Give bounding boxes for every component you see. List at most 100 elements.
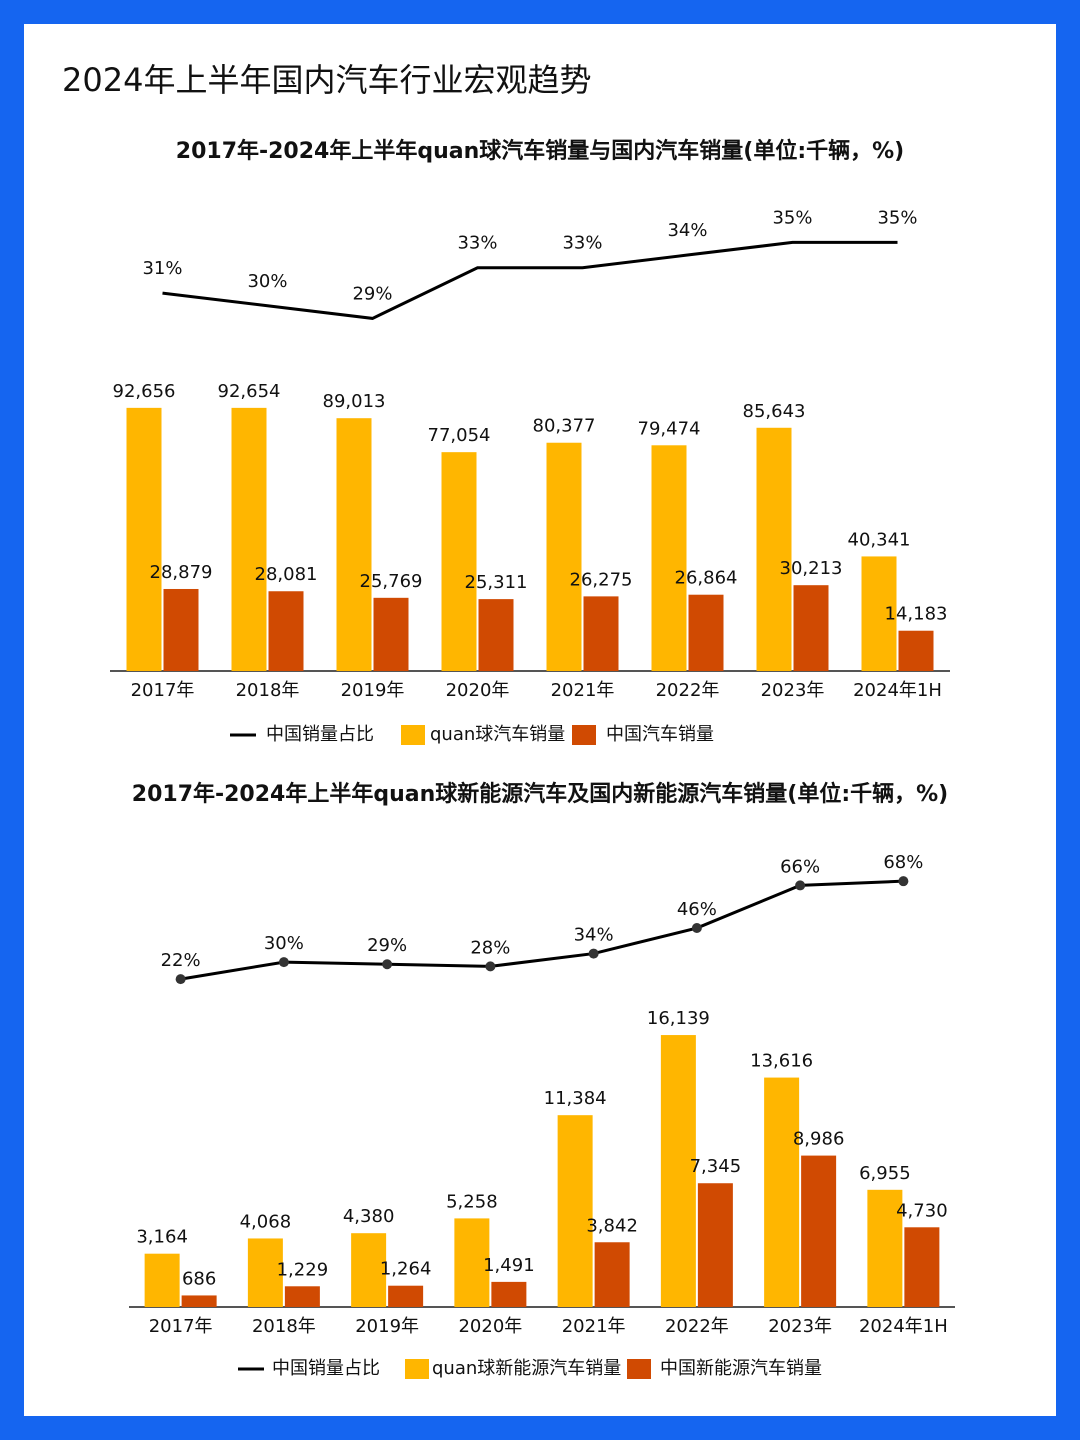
- line-label: 33%: [562, 233, 602, 254]
- x-tick-label: 2024年1H: [853, 680, 942, 701]
- legend-label: quan球新能源汽车销量: [432, 1358, 621, 1379]
- bar: [231, 407, 267, 671]
- legend-symbol: [627, 1359, 651, 1379]
- bar: [454, 1218, 490, 1307]
- value-label: 1,491: [483, 1255, 535, 1276]
- value-label: 79,474: [638, 418, 701, 439]
- page-title: 2024年上半年国内汽车行业宏观趋势: [62, 61, 591, 99]
- bar: [336, 418, 372, 671]
- value-label: 92,656: [113, 381, 176, 402]
- line-label: 29%: [367, 935, 407, 956]
- value-label: 25,311: [465, 572, 528, 593]
- line-label: 68%: [883, 852, 923, 873]
- bar: [660, 1035, 696, 1307]
- value-label: 85,643: [743, 401, 806, 422]
- x-tick-label: 2022年: [656, 680, 720, 701]
- value-label: 28,081: [255, 564, 318, 585]
- value-label: 26,864: [675, 568, 738, 589]
- bar: [351, 1233, 387, 1307]
- x-tick-label: 2024年1H: [859, 1316, 948, 1337]
- bar: [247, 1238, 283, 1307]
- bar: [126, 407, 162, 671]
- value-label: 1,229: [277, 1259, 329, 1280]
- line-label: 30%: [247, 271, 287, 292]
- bar: [181, 1295, 217, 1307]
- bar: [373, 597, 409, 671]
- legend-label: quan球汽车销量: [430, 724, 565, 745]
- value-label: 6,955: [859, 1163, 911, 1184]
- line-marker: [278, 957, 289, 968]
- bar: [284, 1286, 320, 1307]
- line-label: 35%: [772, 207, 812, 228]
- value-label: 30,213: [780, 558, 843, 579]
- bar: [583, 596, 619, 671]
- legend-label: 中国新能源汽车销量: [660, 1358, 822, 1379]
- legend-label: 中国销量占比: [272, 1358, 380, 1379]
- value-label: 3,164: [136, 1227, 188, 1248]
- bar: [801, 1155, 837, 1307]
- bar: [793, 585, 829, 671]
- value-label: 1,264: [380, 1259, 432, 1280]
- line: [180, 879, 904, 981]
- line-label: 34%: [574, 925, 614, 946]
- line-label: 33%: [457, 233, 497, 254]
- line-marker: [485, 961, 496, 972]
- x-tick-label: 2021年: [551, 680, 615, 701]
- legend-symbol: [405, 1359, 429, 1379]
- chart-title: 2017年-2024年上半年quan球新能源汽车及国内新能源汽车销量(单位:千辆…: [132, 781, 948, 807]
- line-marker: [175, 974, 186, 985]
- value-label: 13,616: [750, 1051, 813, 1072]
- line-label: 29%: [352, 283, 392, 304]
- bar: [764, 1077, 800, 1307]
- x-tick-label: 2018年: [252, 1316, 316, 1337]
- value-label: 77,054: [428, 425, 491, 446]
- x-tick-label: 2020年: [458, 1316, 522, 1337]
- value-label: 4,730: [896, 1200, 948, 1221]
- bar: [688, 594, 724, 671]
- x-tick-label: 2021年: [562, 1316, 626, 1337]
- value-label: 11,384: [544, 1088, 607, 1109]
- x-tick-label: 2017年: [131, 680, 195, 701]
- bar: [163, 588, 199, 671]
- value-label: 686: [182, 1268, 216, 1289]
- line-label: 31%: [142, 258, 182, 279]
- value-label: 8,986: [793, 1129, 845, 1150]
- value-label: 40,341: [848, 529, 911, 550]
- value-label: 4,068: [240, 1211, 292, 1232]
- value-label: 14,183: [885, 604, 948, 625]
- bar: [861, 556, 897, 671]
- line-label: 28%: [470, 937, 510, 958]
- chart-title: 2017年-2024年上半年quan球汽车销量与国内汽车销量(单位:千辆，%): [176, 138, 904, 164]
- line-marker: [691, 923, 702, 934]
- legend-symbol: [572, 725, 596, 745]
- value-label: 92,654: [218, 381, 281, 402]
- panel: [24, 24, 1056, 1416]
- x-tick-label: 2018年: [236, 680, 300, 701]
- x-tick-label: 2023年: [761, 680, 825, 701]
- value-label: 5,258: [446, 1191, 498, 1212]
- bar: [904, 1227, 940, 1307]
- x-tick-label: 2017年: [149, 1316, 213, 1337]
- bar: [557, 1115, 593, 1307]
- bar: [441, 452, 477, 671]
- legend-label: 中国销量占比: [266, 724, 374, 745]
- line-label: 34%: [667, 220, 707, 241]
- bar: [144, 1253, 180, 1307]
- line-label: 66%: [780, 856, 820, 877]
- x-tick-label: 2019年: [341, 680, 405, 701]
- line-label: 30%: [264, 933, 304, 954]
- line-label: 46%: [677, 899, 717, 920]
- bar: [546, 442, 582, 671]
- line-marker: [382, 959, 393, 970]
- value-label: 25,769: [360, 571, 423, 592]
- bar: [651, 445, 687, 671]
- value-label: 28,879: [150, 562, 213, 583]
- line-label: 35%: [877, 207, 917, 228]
- value-label: 16,139: [647, 1008, 710, 1029]
- line-marker: [898, 876, 909, 887]
- bar: [388, 1285, 424, 1307]
- x-tick-label: 2020年: [446, 680, 510, 701]
- legend-symbol: [401, 725, 425, 745]
- value-label: 3,842: [586, 1215, 638, 1236]
